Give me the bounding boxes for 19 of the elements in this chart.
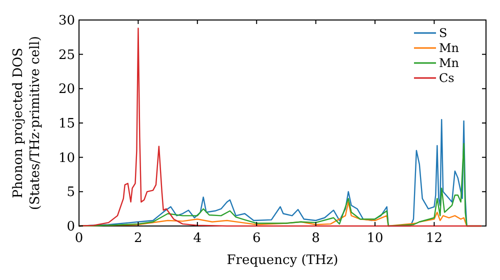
x-tick-label: 10	[366, 231, 384, 246]
x-axis-title: Frequency (THz)	[226, 253, 338, 268]
legend-label: S	[439, 26, 448, 40]
y-tick-label: 15	[58, 116, 75, 132]
legend-label: Mn	[439, 41, 460, 55]
x-tick-label: 8	[312, 231, 320, 246]
y-tick-label: 25	[58, 48, 75, 63]
x-tick-label: 12	[426, 231, 442, 246]
y-tick-label: 10	[58, 150, 75, 166]
legend-label: Mn	[439, 56, 460, 70]
x-tick-label: 2	[134, 231, 142, 246]
y-tick-label: 0	[66, 220, 75, 234]
x-tick-label: 6	[252, 231, 261, 246]
legend-label: Cs	[439, 71, 454, 85]
y-tick-label: 30	[58, 14, 75, 28]
y-tick-label: 20	[58, 82, 75, 98]
y-tick-label: 5	[66, 185, 75, 200]
x-tick-label: 4	[193, 231, 202, 246]
y-axis-title: Phonon projected DOS (States/THz·primitive cell)	[11, 36, 43, 210]
